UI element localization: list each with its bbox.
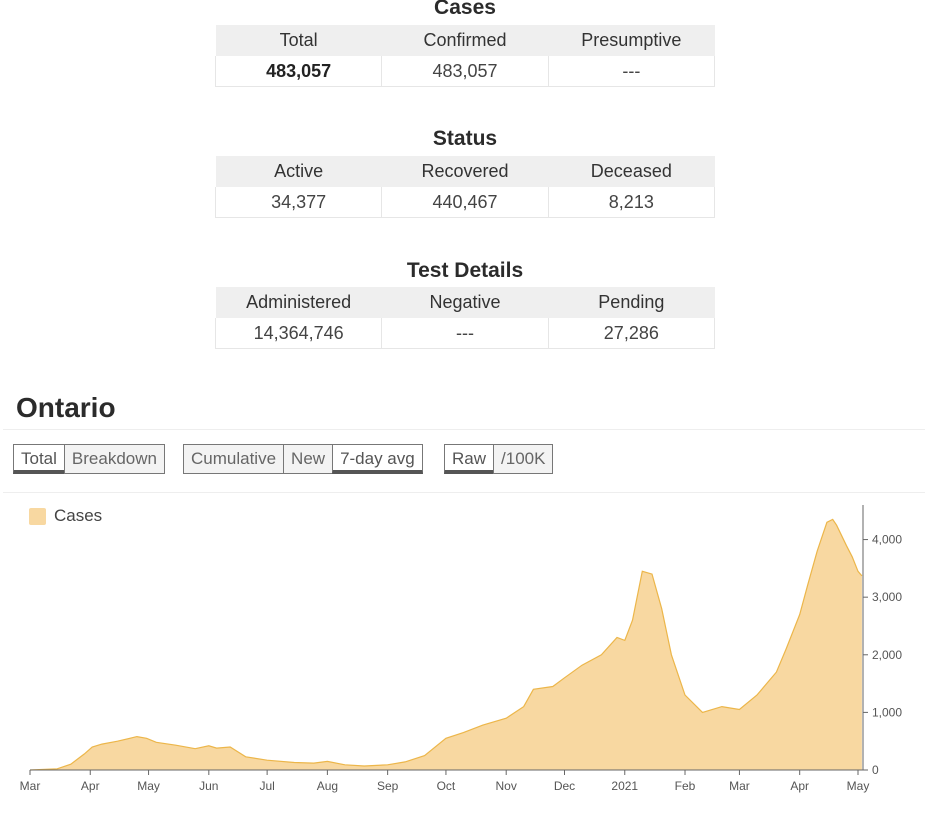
cases-line: [29, 518, 863, 771]
status-title: Status: [432, 127, 498, 150]
x-tick-label-6: Sep: [377, 779, 399, 793]
x-tick-label-3: Jun: [199, 779, 218, 793]
divider: [3, 429, 925, 430]
x-tick-label-9: Dec: [554, 779, 575, 793]
cases-value-total: 483,057: [214, 56, 382, 87]
seven-day-avg-button[interactable]: 7-day avg: [332, 444, 423, 474]
x-tick-label-2: May: [137, 779, 160, 793]
tests-value-pending: 27,286: [547, 318, 716, 349]
x-tick-label-12: Mar: [729, 779, 750, 793]
scale-toggle-group: Raw /100K: [444, 444, 554, 474]
cases-header-total: Total: [215, 25, 382, 56]
x-tick-label-5: Aug: [317, 779, 338, 793]
status-header-recovered: Recovered: [381, 156, 549, 187]
tests-header-negative: Negative: [381, 287, 549, 318]
x-tick-label-8: Nov: [496, 779, 517, 793]
per-100k-button[interactable]: /100K: [493, 444, 554, 474]
tests-value-negative: ---: [381, 318, 549, 349]
x-tick-label-10: 2021: [611, 779, 638, 793]
chart-legend: Cases: [29, 506, 102, 526]
cases-value-presumptive: ---: [547, 56, 716, 87]
y-tick-label-3: 3,000: [872, 590, 902, 604]
cases-area: [30, 519, 862, 770]
cases-title: Cases: [434, 0, 496, 19]
tests-header-pending: Pending: [548, 287, 715, 318]
status-header-active: Active: [215, 156, 382, 187]
x-tick-label-1: Apr: [81, 779, 100, 793]
status-header-deceased: Deceased: [548, 156, 715, 187]
divider: [3, 492, 925, 493]
cumulative-button[interactable]: Cumulative: [183, 444, 285, 474]
y-tick-label-4: 4,000: [872, 533, 902, 547]
status-table: Active Recovered Deceased 34,377 440,467…: [214, 156, 716, 218]
y-tick-label-1: 1,000: [872, 705, 902, 719]
cases-value-confirmed: 483,057: [381, 56, 549, 87]
x-tick-label-4: Jul: [259, 779, 274, 793]
status-value-active: 34,377: [214, 187, 382, 218]
y-tick-label-2: 2,000: [872, 648, 902, 662]
legend-label-cases: Cases: [54, 506, 103, 525]
cases-area-chart: Mar Apr May Jun Jul Aug Sep Oct Nov Dec 2021 Feb Mar…: [20, 505, 902, 793]
total-button[interactable]: Total: [13, 444, 65, 474]
new-button[interactable]: New: [283, 444, 334, 474]
x-tick-label-0: Mar: [20, 779, 41, 793]
cases-header-presumptive: Presumptive: [548, 25, 715, 56]
raw-button[interactable]: Raw: [444, 444, 495, 474]
x-tick-label-7: Oct: [437, 779, 456, 793]
status-value-deceased: 8,213: [547, 187, 716, 218]
view-toggle-group: Total Breakdown: [13, 444, 165, 474]
breakdown-button[interactable]: Breakdown: [63, 444, 165, 474]
region-title: Ontario: [16, 392, 116, 423]
x-tick-label-14: May: [847, 779, 870, 793]
tests-title: Test Details: [406, 259, 524, 282]
cases-table: Total Confirmed Presumptive 483,057 483,…: [214, 25, 716, 87]
tests-header-administered: Administered: [215, 287, 382, 318]
tests-table: Administered Negative Pending 14,364,746…: [214, 287, 716, 349]
mode-toggle-group: Cumulative New 7-day avg: [183, 444, 423, 474]
cases-header-confirmed: Confirmed: [381, 25, 549, 56]
y-tick-label-0: 0: [872, 763, 879, 777]
x-tick-label-11: Feb: [675, 779, 696, 793]
x-tick-label-13: Apr: [790, 779, 809, 793]
status-value-recovered: 440,467: [381, 187, 549, 218]
legend-swatch-cases: [29, 507, 46, 525]
tests-value-administered: 14,364,746: [214, 318, 382, 349]
